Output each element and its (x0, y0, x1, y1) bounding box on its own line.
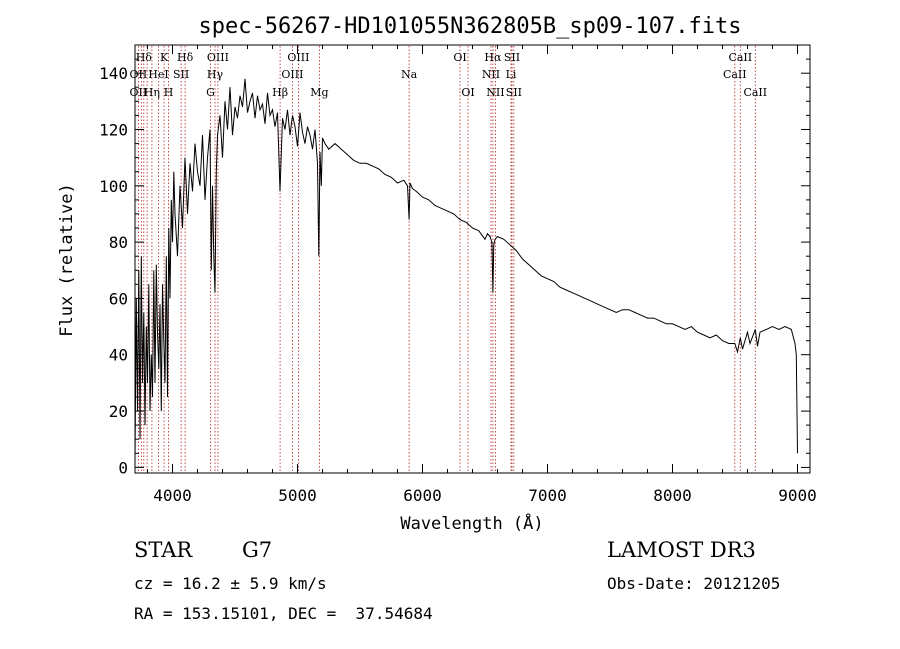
chart-title: spec-56267-HD101055N362805B_sp09-107.fit… (198, 14, 741, 39)
line-marker-label: OIII (281, 68, 303, 81)
line-marker-label: OIII (207, 51, 229, 64)
spectrum-line (134, 78, 798, 462)
y-tick-label: 0 (118, 458, 128, 477)
y-tick-label: 100 (99, 177, 128, 196)
line-marker-label: CaII (743, 86, 767, 99)
line-marker-label: Li (506, 68, 517, 81)
x-tick-label: 5000 (278, 486, 317, 505)
line-marker-label: OI (453, 51, 466, 64)
line-marker-label: H (164, 86, 174, 99)
x-tick-label: 4000 (153, 486, 192, 505)
line-marker-label: Hδ (136, 51, 153, 64)
line-marker-label: CaII (728, 51, 752, 64)
x-tick-labels: 4000 5000 6000 7000 8000 9000 (153, 486, 817, 505)
y-axis-label: Flux (relative) (57, 183, 77, 337)
plot-frame (134, 44, 811, 474)
y-tick-label: 140 (99, 64, 128, 83)
line-marker-label: OI (461, 86, 474, 99)
line-marker-label: SII (504, 51, 520, 64)
line-marker-label: NII (482, 68, 500, 81)
line-marker-label: Na (401, 68, 418, 81)
spectral-subclass: G7 (242, 538, 273, 562)
observation-date: Obs-Date: 20121205 (607, 574, 781, 593)
y-tick-label: 40 (109, 346, 128, 365)
line-marker-label: Hη (144, 86, 160, 99)
line-marker-label: OII (130, 68, 148, 81)
line-marker-label: OIII (287, 51, 309, 64)
line-marker-label: HeI (148, 68, 168, 81)
coordinates-info: RA = 153.15101, DEC = 37.54684 (134, 604, 433, 623)
line-marker-label: NII (486, 86, 504, 99)
line-marker-label: SII (506, 86, 522, 99)
y-tick-label: 60 (109, 289, 128, 308)
line-marker-label: Mg (310, 86, 328, 99)
y-tick-label: 120 (99, 121, 128, 140)
line-marker-label: Hγ (207, 68, 224, 81)
x-tick-label: 8000 (653, 486, 692, 505)
x-tick-label: 6000 (403, 486, 442, 505)
line-marker-label: K (160, 51, 169, 64)
line-marker-label: Hδ (177, 51, 194, 64)
x-tick-label: 7000 (528, 486, 567, 505)
axis-ticks (135, 45, 810, 473)
redshift-info: cz = 16.2 ± 5.9 km/s (134, 574, 327, 593)
line-marker-label: Hβ (272, 86, 288, 99)
x-axis-label: Wavelength (Å) (400, 512, 543, 534)
line-marker-label: Hα (484, 51, 502, 64)
y-tick-label: 80 (109, 233, 128, 252)
object-class: STAR (134, 538, 193, 562)
line-marker-label: OII (130, 86, 148, 99)
line-marker-label: SII (173, 68, 189, 81)
x-tick-label: 9000 (778, 486, 817, 505)
line-marker-label: CaII (723, 68, 747, 81)
y-tick-labels: 0 20 40 60 80 100 120 140 (99, 64, 128, 477)
line-marker-label: G (206, 86, 215, 99)
survey-name: LAMOST DR3 (607, 538, 756, 562)
y-tick-label: 20 (109, 402, 128, 421)
